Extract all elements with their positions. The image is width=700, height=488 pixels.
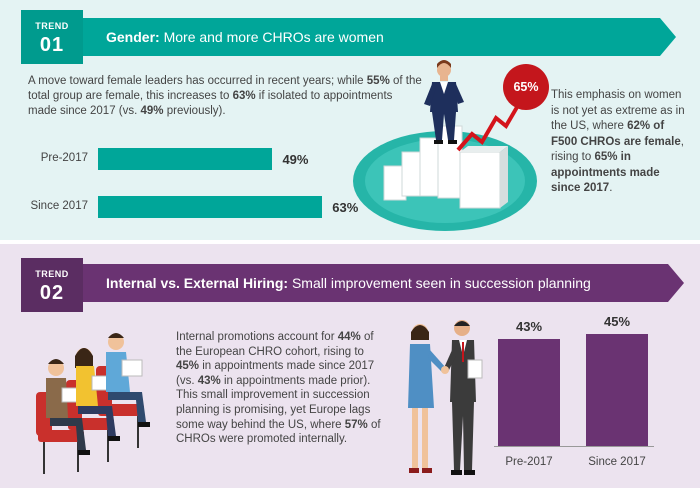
us-percentage-badge: 65% — [503, 64, 549, 110]
hbar-bar — [98, 196, 323, 218]
trend-02-intro: Internal promotions account for 44% of t… — [176, 331, 381, 446]
vchart-baseline — [494, 446, 654, 447]
trend-number: 01 — [39, 34, 65, 56]
trend-02-section: Internal vs. External Hiring: Small impr… — [0, 244, 700, 488]
trend-02-title: Internal vs. External Hiring: Small impr… — [106, 275, 591, 291]
trend-01-banner: Gender: More and more CHROs are women — [76, 18, 676, 56]
vbar-value-label: 43% — [515, 319, 543, 335]
trend-number: 02 — [39, 282, 65, 304]
hbar-category-label: Since 2017 — [30, 200, 88, 212]
trend-label: TREND — [35, 21, 69, 31]
vbar-value-label: 45% — [603, 314, 631, 330]
hbar-category-label: Pre-2017 — [40, 152, 88, 164]
trend-01-title: Gender: More and more CHROs are women — [106, 29, 384, 45]
banner-arrow-shape — [76, 264, 684, 302]
vbar-bar — [586, 334, 648, 446]
waiting-candidates-illustration — [36, 333, 150, 474]
trend-label: TREND — [35, 269, 69, 279]
hbar-value-label: 63% — [332, 200, 359, 215]
trend-02-banner: Internal vs. External Hiring: Small impr… — [76, 264, 684, 302]
handshake-illustration — [408, 320, 483, 475]
us-comparison-text: This emphasis on women is not yet as ext… — [551, 89, 685, 194]
trend-02-badge: TREND 02 — [21, 258, 83, 312]
trend-01-intro: A move toward female leaders has occurre… — [28, 75, 422, 117]
vbar-bar — [498, 339, 560, 446]
vbar-category-label: Pre-2017 — [505, 456, 553, 468]
woman-climbing-stairs-illustration — [353, 60, 537, 231]
hbar-value-label: 49% — [282, 152, 309, 167]
hbar-bar — [98, 148, 273, 170]
banner-arrow-shape — [76, 18, 676, 56]
trend-01-badge: TREND 01 — [21, 10, 83, 64]
trend-01-section: Gender: More and more CHROs are women TR… — [0, 0, 700, 240]
vbar-category-label: Since 2017 — [588, 456, 646, 468]
